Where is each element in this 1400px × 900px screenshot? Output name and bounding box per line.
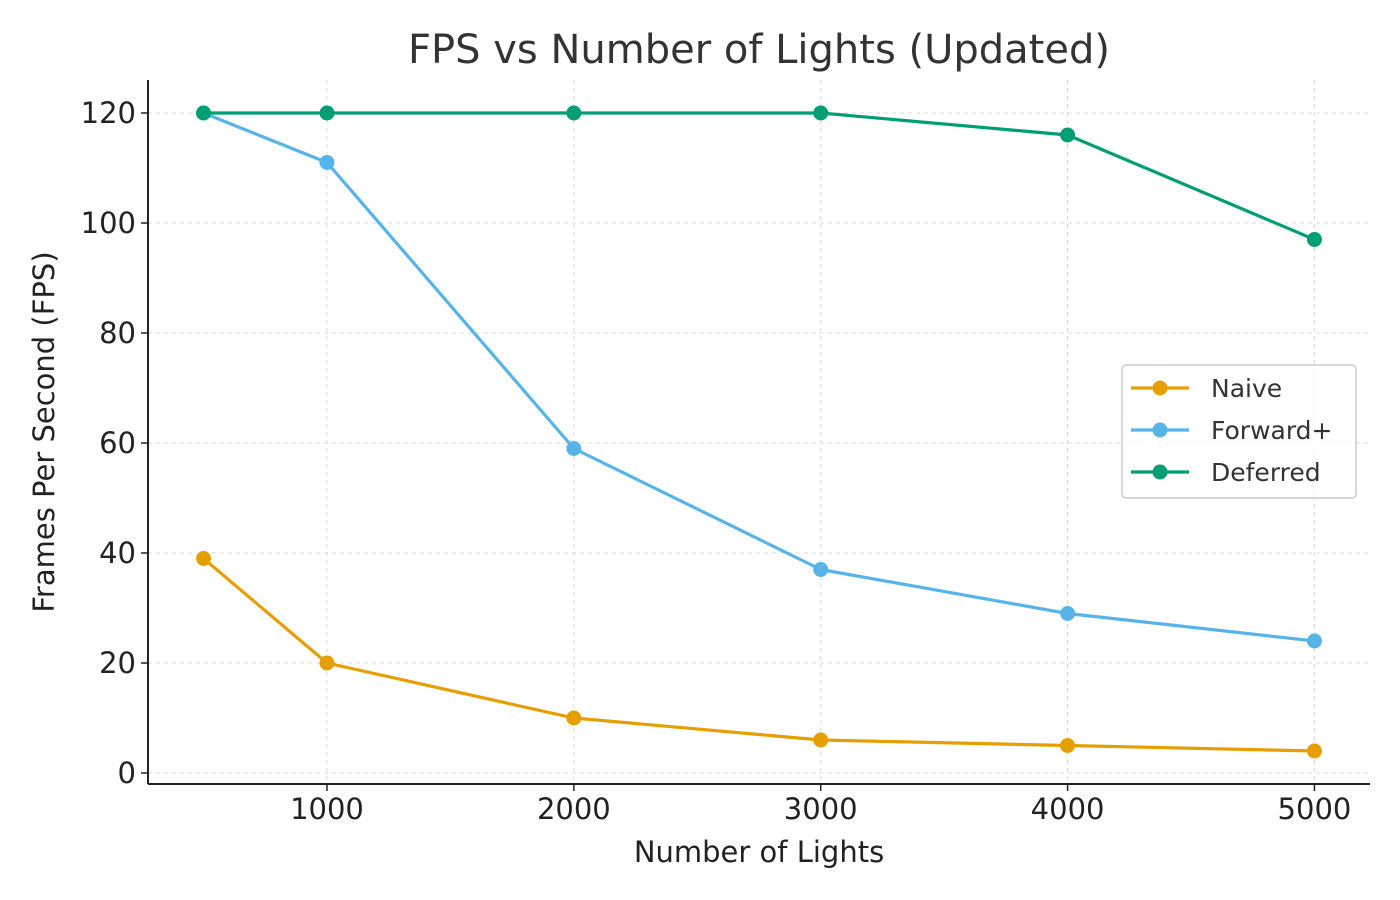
data-point <box>1060 738 1076 753</box>
series-deferred <box>196 105 1322 247</box>
series <box>196 105 1322 759</box>
series-line <box>201 556 1317 753</box>
data-point <box>1060 606 1076 621</box>
y-tick-label: 100 <box>81 206 136 240</box>
y-tick-label: 0 <box>118 756 136 790</box>
data-point <box>196 551 212 566</box>
data-point <box>319 105 335 121</box>
data-point <box>1306 743 1322 759</box>
legend-label: Forward+ <box>1211 416 1332 445</box>
legend-label: Deferred <box>1211 458 1321 487</box>
data-point <box>1060 127 1076 143</box>
y-tick-label: 60 <box>99 426 136 460</box>
legend-entry: Forward+ <box>1131 416 1332 445</box>
x-tick-label: 4000 <box>1031 792 1105 826</box>
data-point <box>566 710 582 726</box>
axes <box>147 80 1370 785</box>
data-point <box>196 105 212 121</box>
y-tick-label: 40 <box>99 536 136 570</box>
legend-box <box>1121 364 1357 499</box>
y-tick-label: 20 <box>99 646 136 680</box>
chart-title: FPS vs Number of Lights (Updated) <box>408 27 1110 73</box>
y-axis-label: Frames Per Second (FPS) <box>27 251 61 612</box>
series-line <box>201 111 1317 643</box>
ticks: 1000 2000 3000 4000 5000 0 20 40 60 80 100 120 <box>81 96 1352 826</box>
y-tick-label: 80 <box>99 316 136 350</box>
data-point <box>813 732 829 748</box>
data-point <box>566 441 582 456</box>
legend-label: Naive <box>1211 374 1282 403</box>
y-tick-label: 120 <box>81 96 136 130</box>
data-point <box>1306 633 1322 649</box>
legend-marker <box>1152 422 1168 438</box>
data-point <box>1306 232 1322 247</box>
legend-marker <box>1152 380 1168 396</box>
data-point <box>813 562 829 577</box>
legend-entry: Deferred <box>1131 458 1321 487</box>
data-point <box>319 655 335 671</box>
x-tick-label: 1000 <box>290 792 364 826</box>
legend-entry: Naive <box>1131 374 1282 403</box>
data-point <box>813 105 829 121</box>
series-naive <box>196 551 1322 759</box>
legend: Naive Forward+ Deferred <box>1121 364 1357 499</box>
data-point <box>566 105 582 121</box>
x-tick-label: 5000 <box>1278 792 1352 826</box>
legend-marker <box>1152 464 1168 480</box>
x-axis-label: Number of Lights <box>634 835 884 869</box>
series-line <box>201 111 1317 242</box>
x-tick-label: 3000 <box>784 792 858 826</box>
x-tick-label: 2000 <box>537 792 611 826</box>
data-point <box>319 155 335 170</box>
